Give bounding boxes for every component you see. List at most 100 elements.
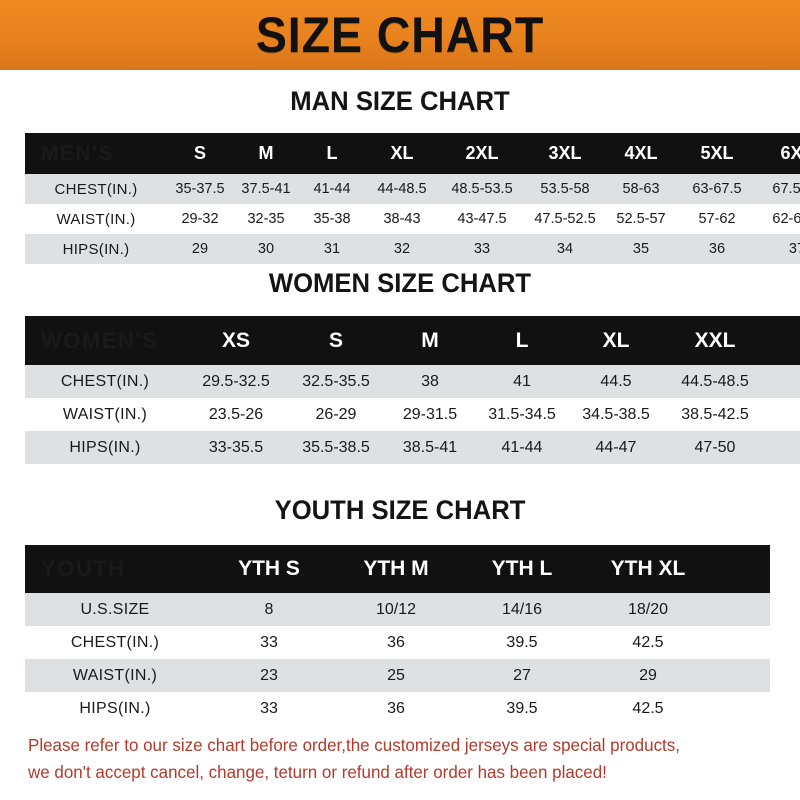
table-cell: 18/20 — [627, 600, 669, 618]
table-cell: 34.5-38.5 — [582, 405, 650, 423]
page-title: SIZE CHART — [255, 7, 545, 63]
man-row-label-header: MEN'S — [41, 141, 115, 165]
youth-row-label: WAIST(IN.) — [72, 666, 158, 684]
table-cell: 31 — [323, 241, 341, 257]
table-cell: 29.5-32.5 — [202, 372, 270, 390]
table-cell: 38-43 — [383, 211, 421, 227]
table-cell: 36 — [387, 699, 405, 717]
man-column-header: 4XL — [624, 143, 658, 163]
table-cell: 58-63 — [622, 181, 660, 197]
table-cell: 35-38 — [313, 211, 351, 227]
table-cell: 47-50 — [694, 438, 736, 456]
man-column-header: L — [326, 143, 338, 163]
man-size-table: MEN'S S M L XL 2XL 3XL 4XL 5XL 6XL CHEST(IN.) 35-37… — [25, 133, 800, 264]
table-cell: 38.5-41 — [402, 438, 458, 456]
women-table-header-row: WOMEN'S XS S M L XL XXL — [25, 316, 800, 365]
table-cell: 36 — [708, 241, 726, 257]
footer-note-line-2: we don't accept cancel, change, teturn o… — [28, 762, 607, 783]
women-row-label: CHEST(IN.) — [60, 372, 150, 390]
table-cell: 26-29 — [315, 405, 357, 423]
table-cell — [767, 365, 800, 398]
table-row: HIPS(IN.) 33-35.5 35.5-38.5 38.5-41 41-44 44-… — [25, 431, 800, 464]
women-column-header — [767, 316, 800, 365]
table-cell: 25 — [387, 666, 405, 684]
table-cell: 10/12 — [375, 600, 417, 618]
table-cell — [711, 626, 770, 659]
table-cell: 30 — [257, 241, 275, 257]
table-cell: 37 — [788, 241, 800, 257]
table-cell: 44-48.5 — [377, 181, 427, 197]
women-column-header: L — [515, 328, 529, 352]
man-column-header: S — [193, 143, 206, 163]
man-column-header: 6XL — [780, 143, 800, 163]
table-cell: 31.5-34.5 — [488, 405, 556, 423]
footer-note: Please refer to our size chart before or… — [28, 732, 754, 786]
table-cell: 23.5-26 — [208, 405, 264, 423]
table-cell: 29-32 — [181, 211, 219, 227]
women-row-label: WAIST(IN.) — [62, 405, 148, 423]
youth-row-label-header: YOUTH — [41, 556, 126, 581]
table-cell — [711, 659, 770, 692]
women-row-label: HIPS(IN.) — [69, 438, 141, 456]
youth-column-header: YTH L — [491, 557, 553, 580]
table-row: WAIST(IN.) 23 25 27 29 — [25, 659, 770, 692]
table-cell: 53.5-58 — [540, 181, 590, 197]
youth-row-label: HIPS(IN.) — [79, 699, 151, 717]
table-cell: 41-44 — [501, 438, 543, 456]
table-cell: 8 — [264, 600, 274, 618]
table-cell: 32 — [393, 241, 411, 257]
women-column-header: XS — [221, 328, 250, 352]
table-cell: 41 — [513, 372, 531, 390]
table-cell: 36 — [387, 633, 405, 651]
footer-note-line-1: Please refer to our size chart before or… — [28, 735, 680, 755]
table-cell: 33-35.5 — [208, 438, 264, 456]
youth-column-header: YTH M — [363, 557, 429, 580]
youth-size-table: YOUTH YTH S YTH M YTH L YTH XL U.S.SIZE 8 10/12… — [25, 545, 770, 725]
table-cell: 44.5 — [600, 372, 632, 390]
table-cell: 29 — [639, 666, 657, 684]
man-column-header: 3XL — [548, 143, 582, 163]
table-cell: 44-47 — [595, 438, 637, 456]
table-row: WAIST(IN.) 29-32 32-35 35-38 38-43 43-47.5 47.… — [25, 204, 800, 234]
man-table-header-row: MEN'S S M L XL 2XL 3XL 4XL 5XL 6XL — [25, 133, 800, 174]
youth-column-header: YTH XL — [610, 557, 686, 580]
youth-section-title: YOUTH SIZE CHART — [274, 495, 526, 525]
table-cell — [767, 398, 800, 431]
table-cell: 48.5-53.5 — [451, 181, 513, 197]
table-cell: 33 — [260, 633, 278, 651]
table-row: CHEST(IN.) 33 36 39.5 42.5 — [25, 626, 770, 659]
table-row: CHEST(IN.) 35-37.5 37.5-41 41-44 44-48.5 48.5… — [25, 174, 800, 204]
man-column-header: 5XL — [700, 143, 734, 163]
table-cell — [711, 692, 770, 725]
table-cell: 42.5 — [632, 633, 664, 651]
women-row-label-header: WOMEN'S — [41, 327, 159, 353]
table-cell: 67.5-72 — [772, 181, 800, 197]
table-cell: 39.5 — [506, 699, 538, 717]
table-cell: 57-62 — [698, 211, 736, 227]
man-row-label: HIPS(IN.) — [62, 240, 130, 258]
table-cell: 23 — [260, 666, 278, 684]
youth-column-header: YTH S — [238, 557, 300, 580]
women-column-header: S — [328, 328, 343, 352]
table-row: CHEST(IN.) 29.5-32.5 32.5-35.5 38 41 44.5 44.5… — [25, 365, 800, 398]
man-column-header: M — [258, 143, 274, 163]
table-cell: 42.5 — [632, 699, 664, 717]
table-cell: 35.5-38.5 — [302, 438, 370, 456]
youth-row-label: U.S.SIZE — [80, 600, 150, 618]
man-row-label: CHEST(IN.) — [54, 180, 138, 198]
table-cell: 37.5-41 — [241, 181, 291, 197]
table-row: HIPS(IN.) 33 36 39.5 42.5 — [25, 692, 770, 725]
table-cell: 14/16 — [501, 600, 543, 618]
table-cell — [767, 431, 800, 464]
youth-row-label: CHEST(IN.) — [70, 633, 160, 651]
table-cell: 52.5-57 — [616, 211, 666, 227]
table-cell: 38 — [421, 372, 439, 390]
table-cell: 34 — [556, 241, 574, 257]
table-row: WAIST(IN.) 23.5-26 26-29 29-31.5 31.5-34.5 34… — [25, 398, 800, 431]
women-section-title: WOMEN SIZE CHART — [268, 268, 532, 298]
table-cell: 29 — [191, 241, 209, 257]
table-cell: 32-35 — [247, 211, 285, 227]
table-cell: 29-31.5 — [402, 405, 458, 423]
table-cell: 47.5-52.5 — [534, 211, 596, 227]
